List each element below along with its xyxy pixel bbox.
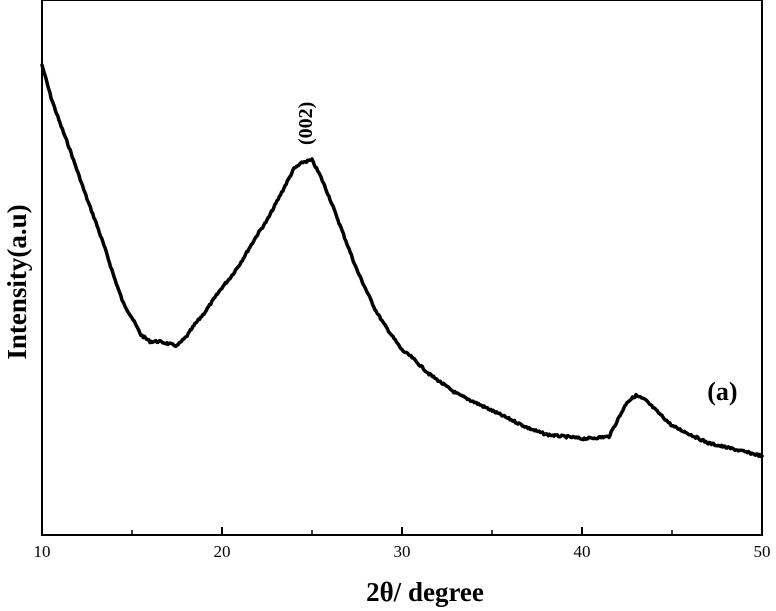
x-tick-label: 30 bbox=[394, 542, 411, 561]
y-axis-title: Intensity(a.u) bbox=[2, 204, 32, 359]
plot-frame bbox=[41, 0, 763, 536]
x-axis-title: 2θ/ degree bbox=[366, 577, 484, 607]
x-tick-label: 10 bbox=[34, 542, 51, 561]
peak-label-002: (002) bbox=[295, 102, 317, 145]
x-axis-tick-labels: 10 20 30 40 50 bbox=[34, 542, 771, 561]
x-axis-ticks bbox=[41, 527, 763, 535]
panel-label: (a) bbox=[707, 377, 737, 406]
x-tick-label: 20 bbox=[214, 542, 231, 561]
x-tick-label: 50 bbox=[754, 542, 771, 561]
series-line bbox=[40, 63, 764, 459]
x-tick-label: 40 bbox=[574, 542, 591, 561]
